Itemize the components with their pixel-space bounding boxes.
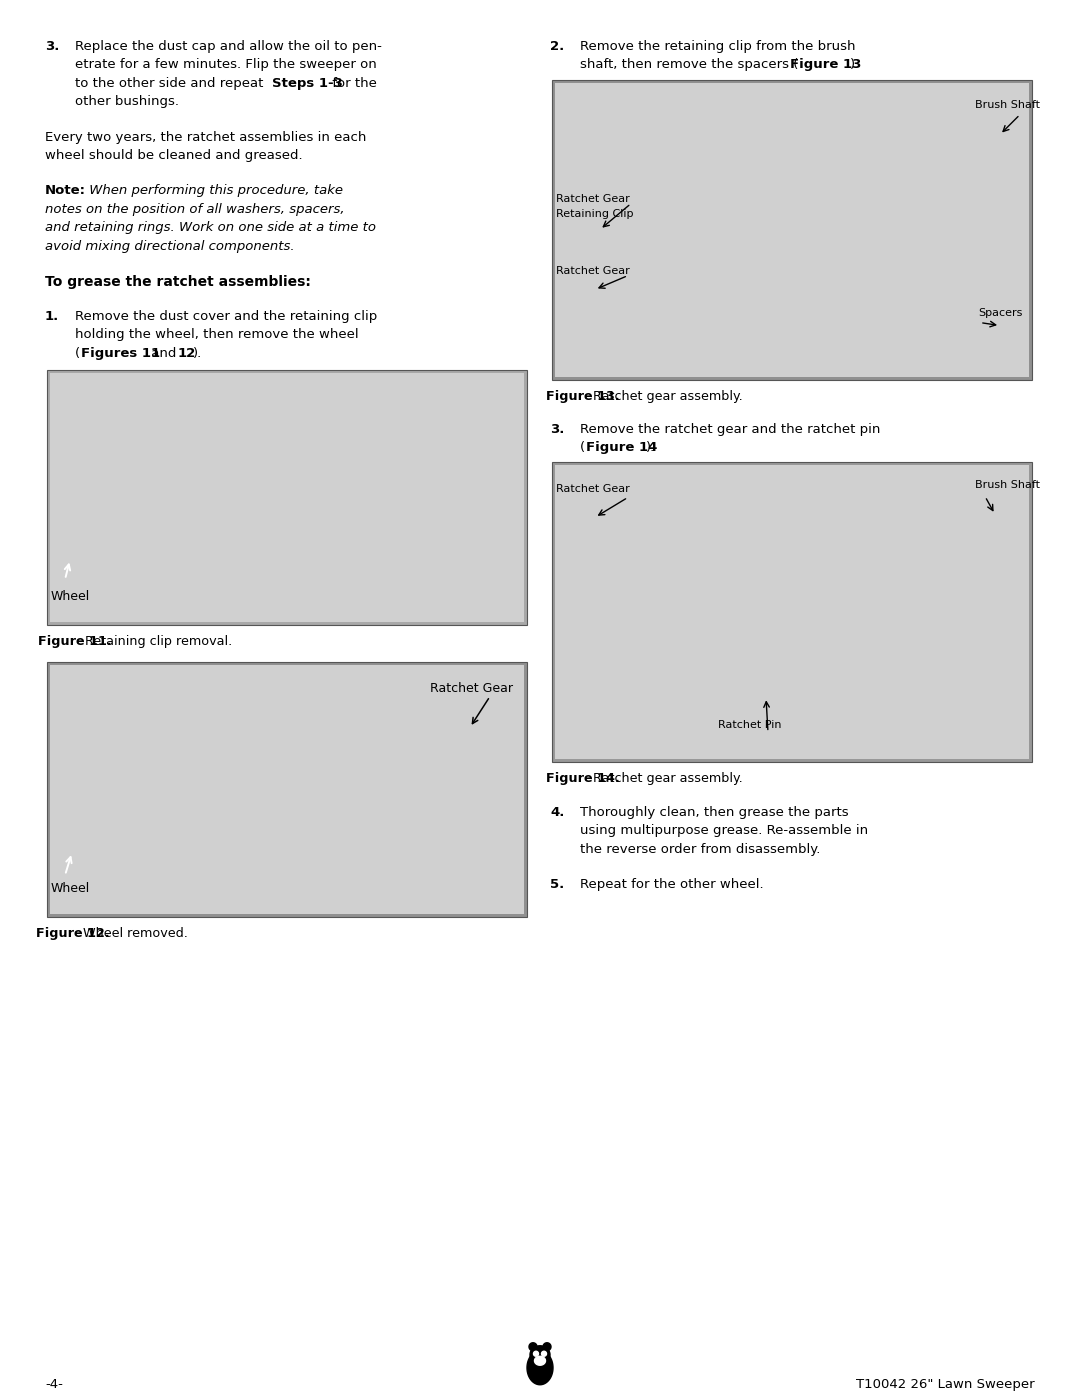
Text: Figure 13.: Figure 13.	[546, 390, 620, 402]
Text: the reverse order from disassembly.: the reverse order from disassembly.	[580, 842, 821, 855]
Text: Repeat for the other wheel.: Repeat for the other wheel.	[580, 877, 764, 891]
Text: Remove the dust cover and the retaining clip: Remove the dust cover and the retaining …	[75, 310, 377, 323]
Bar	[48, 662, 527, 918]
Text: Steps 1-3: Steps 1-3	[272, 77, 342, 89]
Text: ).: ).	[192, 346, 202, 359]
Text: 4.: 4.	[550, 806, 565, 819]
Text: and retaining rings. Work on one side at a time to: and retaining rings. Work on one side at…	[45, 221, 376, 235]
Text: 1.: 1.	[45, 310, 59, 323]
Text: Ratchet Gear: Ratchet Gear	[556, 194, 630, 204]
Text: other bushings.: other bushings.	[75, 95, 179, 109]
Text: Spacers: Spacers	[978, 307, 1023, 317]
Text: Brush Shaft: Brush Shaft	[975, 99, 1040, 109]
Text: Wheel: Wheel	[51, 883, 91, 895]
Text: and: and	[147, 346, 180, 359]
Text: To grease the ratchet assemblies:: To grease the ratchet assemblies:	[45, 275, 311, 289]
Text: When performing this procedure, take: When performing this procedure, take	[85, 184, 343, 197]
Text: (: (	[580, 441, 585, 454]
Text: Retaining Clip: Retaining Clip	[556, 210, 634, 219]
Text: 2.: 2.	[550, 41, 564, 53]
Bar	[555, 465, 1029, 760]
Polygon shape	[530, 1345, 550, 1363]
Bar	[552, 80, 1032, 380]
Text: shaft, then remove the spacers (: shaft, then remove the spacers (	[580, 59, 798, 71]
Text: (: (	[75, 346, 80, 359]
Text: Figure 14: Figure 14	[586, 441, 658, 454]
Text: ).: ).	[646, 441, 656, 454]
Text: notes on the position of all washers, spacers,: notes on the position of all washers, sp…	[45, 203, 345, 215]
Text: holding the wheel, then remove the wheel: holding the wheel, then remove the wheel	[75, 328, 359, 341]
Bar	[50, 665, 524, 914]
Text: to the other side and repeat: to the other side and repeat	[75, 77, 268, 89]
Bar	[555, 82, 1029, 377]
Text: Thoroughly clean, then grease the parts: Thoroughly clean, then grease the parts	[580, 806, 849, 819]
Text: Wheel removed.: Wheel removed.	[75, 928, 188, 940]
Text: 5.: 5.	[550, 877, 564, 891]
Text: Ratchet gear assembly.: Ratchet gear assembly.	[585, 773, 743, 785]
Text: T10042 26" Lawn Sweeper: T10042 26" Lawn Sweeper	[856, 1377, 1035, 1391]
Text: Figure 13: Figure 13	[789, 59, 862, 71]
Text: -4-: -4-	[45, 1377, 63, 1391]
Text: Ratchet gear assembly.: Ratchet gear assembly.	[585, 390, 743, 402]
Text: Ratchet Pin: Ratchet Pin	[718, 721, 782, 731]
Text: Replace the dust cap and allow the oil to pen-: Replace the dust cap and allow the oil t…	[75, 41, 382, 53]
Text: 3.: 3.	[550, 423, 565, 436]
Text: for the: for the	[328, 77, 377, 89]
Text: Figures 11: Figures 11	[81, 346, 160, 359]
Text: 3.: 3.	[45, 41, 59, 53]
Text: Ratchet Gear: Ratchet Gear	[556, 265, 630, 275]
Text: Ratchet Gear: Ratchet Gear	[556, 485, 630, 495]
Text: Figure 12.: Figure 12.	[37, 928, 110, 940]
Text: wheel should be cleaned and greased.: wheel should be cleaned and greased.	[45, 149, 302, 162]
Text: Figure 11.: Figure 11.	[38, 634, 112, 648]
Polygon shape	[527, 1351, 553, 1384]
Polygon shape	[534, 1351, 539, 1356]
Polygon shape	[535, 1356, 545, 1365]
Polygon shape	[541, 1351, 546, 1356]
Bar	[50, 373, 524, 622]
Text: Retaining clip removal.: Retaining clip removal.	[77, 634, 232, 648]
Bar	[48, 370, 527, 624]
Text: Remove the retaining clip from the brush: Remove the retaining clip from the brush	[580, 41, 855, 53]
Polygon shape	[529, 1343, 537, 1351]
Bar	[552, 462, 1032, 763]
Text: Ratchet Gear: Ratchet Gear	[430, 682, 513, 696]
Text: avoid mixing directional components.: avoid mixing directional components.	[45, 239, 295, 253]
Polygon shape	[543, 1343, 551, 1351]
Text: etrate for a few minutes. Flip the sweeper on: etrate for a few minutes. Flip the sweep…	[75, 59, 377, 71]
Text: Remove the ratchet gear and the ratchet pin: Remove the ratchet gear and the ratchet …	[580, 423, 880, 436]
Text: Note:: Note:	[45, 184, 86, 197]
Text: Every two years, the ratchet assemblies in each: Every two years, the ratchet assemblies …	[45, 130, 366, 144]
Text: using multipurpose grease. Re-assemble in: using multipurpose grease. Re-assemble i…	[580, 824, 868, 837]
Text: Wheel: Wheel	[51, 590, 91, 602]
Text: Figure 14.: Figure 14.	[546, 773, 620, 785]
Text: Brush Shaft: Brush Shaft	[975, 481, 1040, 490]
Text: 12: 12	[177, 346, 195, 359]
Text: ).: ).	[850, 59, 860, 71]
